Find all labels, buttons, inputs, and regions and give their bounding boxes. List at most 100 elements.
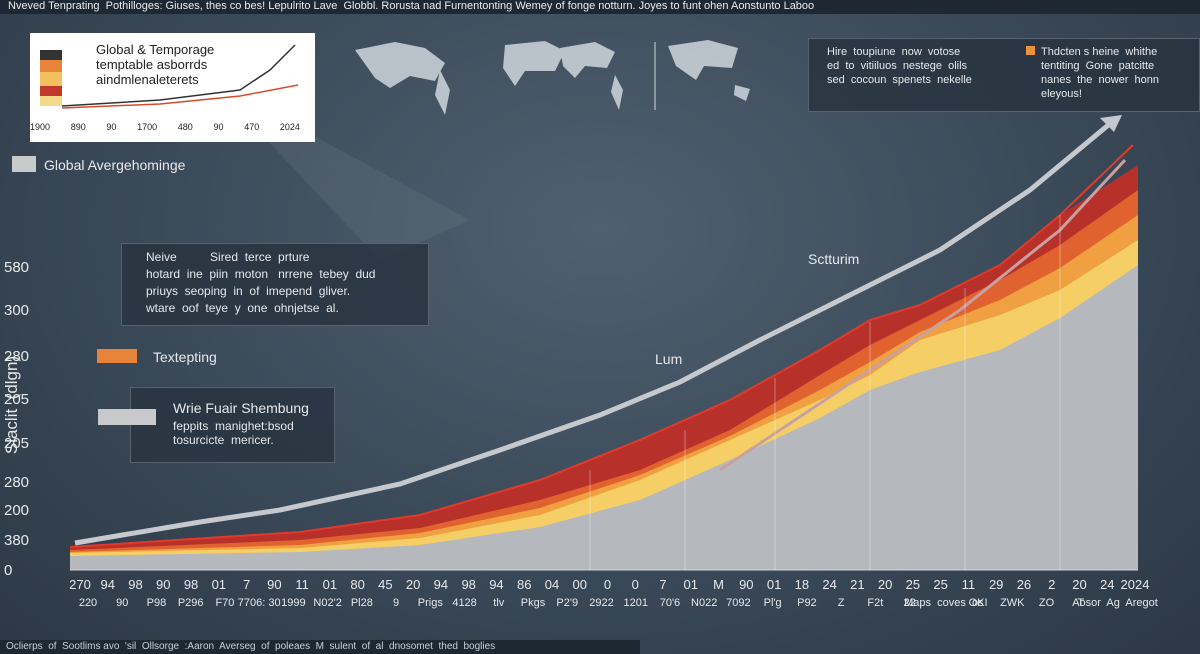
inset-tick: 1700 xyxy=(137,122,158,132)
x-tick-label: Pl28 xyxy=(350,597,373,609)
note-line: Thdcten s heine whithe xyxy=(1041,46,1158,58)
x-tick-label: 1201 xyxy=(623,597,648,609)
x-tick-label: 2922 xyxy=(589,597,614,609)
legend-swatch xyxy=(12,156,36,172)
legend-label: Global Avergehominge xyxy=(44,157,186,173)
x-tick-label: 90 xyxy=(116,597,129,609)
inset-graphic xyxy=(40,44,299,109)
x-tick-label: 9 xyxy=(393,597,400,609)
x-tick-label: tlv xyxy=(493,597,505,609)
note-line: sed cocoun spenets nekelle xyxy=(827,74,972,86)
legend-label: Wrie Fuair Shembung xyxy=(173,400,309,416)
x-tick-label: 98 xyxy=(183,577,199,592)
note-line: nanes the nower honn xyxy=(1041,74,1160,86)
title-bar xyxy=(0,0,1200,14)
x-tick-label: M xyxy=(713,577,724,592)
inset-title: Global & Temporage temptable asborrds aind… xyxy=(96,42,214,87)
x-tick-label: 94 xyxy=(100,577,115,592)
x-tick-label: 29 xyxy=(988,577,1004,592)
x-tick-label: 0 xyxy=(631,577,639,592)
x-tick-label: 22 xyxy=(903,597,916,609)
inset-tick: 480 xyxy=(177,122,193,132)
inset-title-line: temptable asborrds xyxy=(96,57,208,72)
x-tick-label: Z xyxy=(837,597,845,609)
x-tick-label: 80 xyxy=(350,577,365,592)
x-tick-label: 7092 xyxy=(726,597,751,609)
note-line: eleyous! xyxy=(1041,88,1082,100)
x-tick-label: 25 xyxy=(905,577,921,592)
x-tick-label: 7706: 30 xyxy=(237,597,281,609)
x-tick-label: 7 xyxy=(242,577,251,592)
note-right: Thdcten s heine whithe tentiting Gone pat… xyxy=(1041,45,1159,101)
x-tick-label: P296 xyxy=(177,597,204,609)
x-tick-label: 86 xyxy=(516,577,532,592)
note-left: Hire toupiune now votose ed to vitiiluos … xyxy=(827,45,972,87)
x-tick-label: 70'6 xyxy=(659,597,681,609)
y-tick-label: 300 xyxy=(4,302,30,319)
x-tick-label: 24 xyxy=(822,577,837,592)
x-tick-label: P92 xyxy=(797,597,817,609)
x-tick-label: N02'2 xyxy=(313,597,342,609)
x-tick-label: F70 xyxy=(215,597,235,609)
x-tick-label: 90 xyxy=(267,577,282,592)
inset-tick: 90 xyxy=(213,122,224,132)
x-tick-label: 00 xyxy=(572,577,587,592)
trend-line xyxy=(74,120,1114,546)
y-tick-label: 0 xyxy=(4,562,13,579)
world-maps xyxy=(355,40,750,115)
inset-ticks: 1900 890 90 1700 480 90 470 2024 xyxy=(30,122,300,132)
x-tick-label: 1999 xyxy=(281,597,306,609)
x-tick-label: 21 xyxy=(850,577,865,592)
note-line: hotard ine piin moton nrrene tebey dud xyxy=(146,267,376,281)
inset-tick: 470 xyxy=(244,122,260,132)
note-box: Neive Sired terce prture hotard ine piin … xyxy=(121,243,429,326)
y-tick-label: 280 xyxy=(4,474,30,491)
footer: Oclierps of Sootlims avo 'sil Ollsorge :… xyxy=(6,641,496,652)
x-tick-label: T xyxy=(1077,597,1085,609)
note-line: wtare oof teye y one ohnjetse al. xyxy=(146,301,339,315)
inset-tick: 890 xyxy=(70,122,86,132)
x-tick-label: 90 xyxy=(739,577,754,592)
note-swatch xyxy=(1026,46,1035,55)
x-tick-label: 90 xyxy=(156,577,171,592)
x-tick-label: 2024 xyxy=(1120,577,1150,592)
note-line: Neive Sired terce prture xyxy=(146,250,310,264)
y-tick-label: 205 xyxy=(4,435,30,452)
x-tick-label: P2'9 xyxy=(556,597,579,609)
page-title: Nveved Tenprating Pothilloges: Giuses, t… xyxy=(8,0,815,12)
legend-line: feppits manighet:bsod xyxy=(173,419,294,433)
x-tick-label: Pl'g xyxy=(763,597,782,609)
x-tick-label: 11 xyxy=(961,577,976,592)
y-tick-label: 280 xyxy=(4,348,30,365)
x-tick-label: 7 xyxy=(659,577,667,592)
inset-panel xyxy=(30,33,315,142)
x-tick-label: 26 xyxy=(1016,577,1032,592)
x-tick-label: OKI xyxy=(968,597,988,609)
legend-swatch xyxy=(98,409,156,425)
x-tick-label: 01 xyxy=(211,577,227,592)
legend-line: tosurcicte mericer. xyxy=(173,433,274,447)
x-tick-label: 20 xyxy=(405,577,421,592)
legend-swatch xyxy=(97,349,137,363)
inset-title-line: Global & Temporage xyxy=(96,42,215,57)
x-tick-label: Prigs xyxy=(417,597,443,609)
x-tick-label: 25 xyxy=(933,577,948,592)
x-tick-label: 24 xyxy=(1100,577,1115,592)
x-tick-label: 01 xyxy=(766,577,782,592)
x-tick-label: 4128 xyxy=(452,597,477,609)
legend-text: feppits manighet:bsod tosurcicte mericer. xyxy=(173,419,294,447)
y-tick-label: 200 xyxy=(4,502,30,519)
x-tick-label: 01 xyxy=(322,577,338,592)
y-tick-label: 205 xyxy=(4,391,30,408)
y-tick-label: 580 xyxy=(4,259,30,276)
x-tick-label: 94 xyxy=(433,577,449,592)
note-panel: Hire toupiune now votose ed to vitiiluos … xyxy=(808,38,1200,112)
x-tick-label: 98 xyxy=(461,577,476,592)
arrow-head xyxy=(1100,115,1122,132)
x-tick-label: 20 xyxy=(1072,577,1087,592)
legend-box: Wrie Fuair Shembung feppits manighet:bso… xyxy=(98,387,335,463)
x-tick-label: 98 xyxy=(128,577,143,592)
x-tick-label: P98 xyxy=(146,597,167,609)
